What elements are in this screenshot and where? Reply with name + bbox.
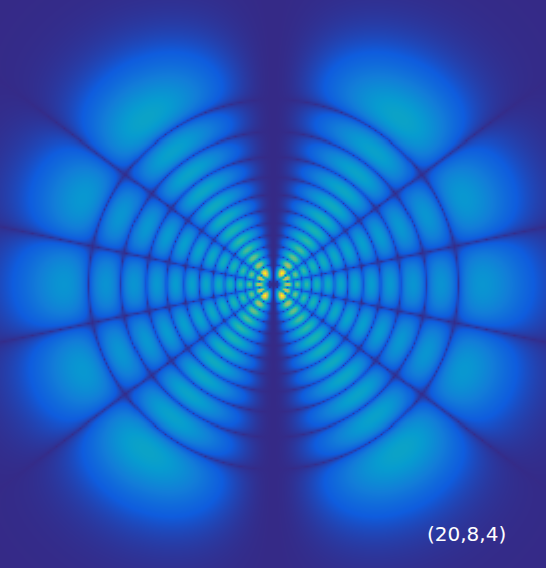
svg-text:(20,8,4): (20,8,4) (427, 522, 506, 546)
